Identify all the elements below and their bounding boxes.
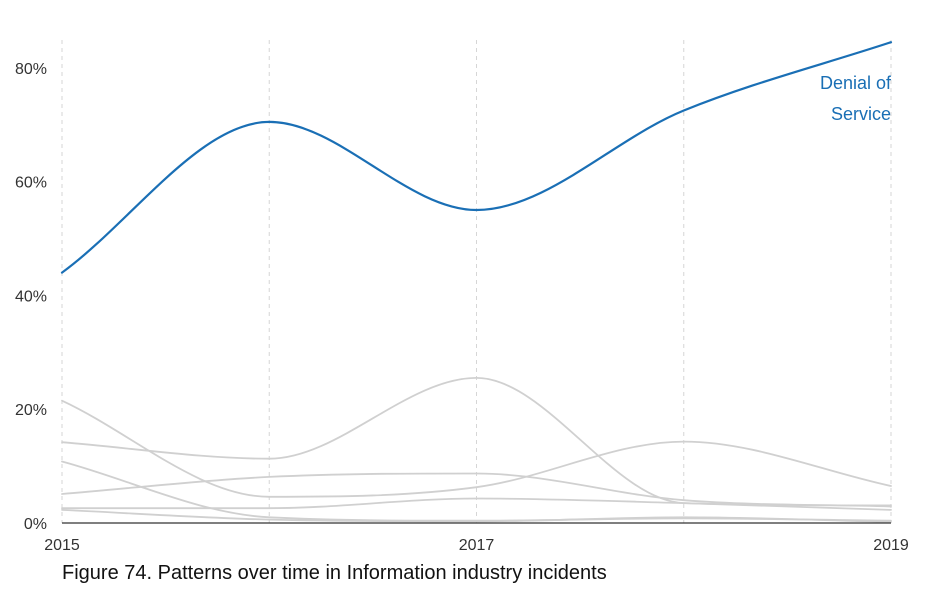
series-line-1	[61, 399, 892, 498]
y-axis-ticks: 0% 20% 40% 60% 80%	[15, 61, 47, 533]
y-tick-label: 0%	[24, 516, 47, 533]
series-line-denial-of-service	[60, 41, 893, 274]
x-tick-label: 2017	[459, 537, 495, 554]
series-line-4	[61, 472, 892, 508]
series-line-6	[61, 509, 892, 523]
line-chart: 0% 20% 40% 60% 80% 2015 2017 2019 Denial of Ser…	[15, 40, 909, 554]
x-tick-label: 2019	[873, 537, 909, 554]
y-tick-label: 40%	[15, 288, 47, 305]
y-tick-label: 80%	[15, 61, 47, 78]
grid-lines	[61, 40, 892, 523]
series-label-denial-of-service: Denial of	[820, 73, 892, 93]
x-tick-label: 2015	[44, 537, 80, 554]
series-labels: Denial of Service	[820, 73, 892, 124]
series-lines	[60, 41, 893, 523]
figure-caption: Figure 74. Patterns over time in Informa…	[62, 562, 607, 584]
y-tick-label: 20%	[15, 402, 47, 419]
y-tick-label: 60%	[15, 175, 47, 192]
series-label-denial-of-service: Service	[831, 104, 891, 124]
x-axis-ticks: 2015 2017 2019	[44, 537, 909, 554]
series-line-5	[61, 497, 892, 511]
